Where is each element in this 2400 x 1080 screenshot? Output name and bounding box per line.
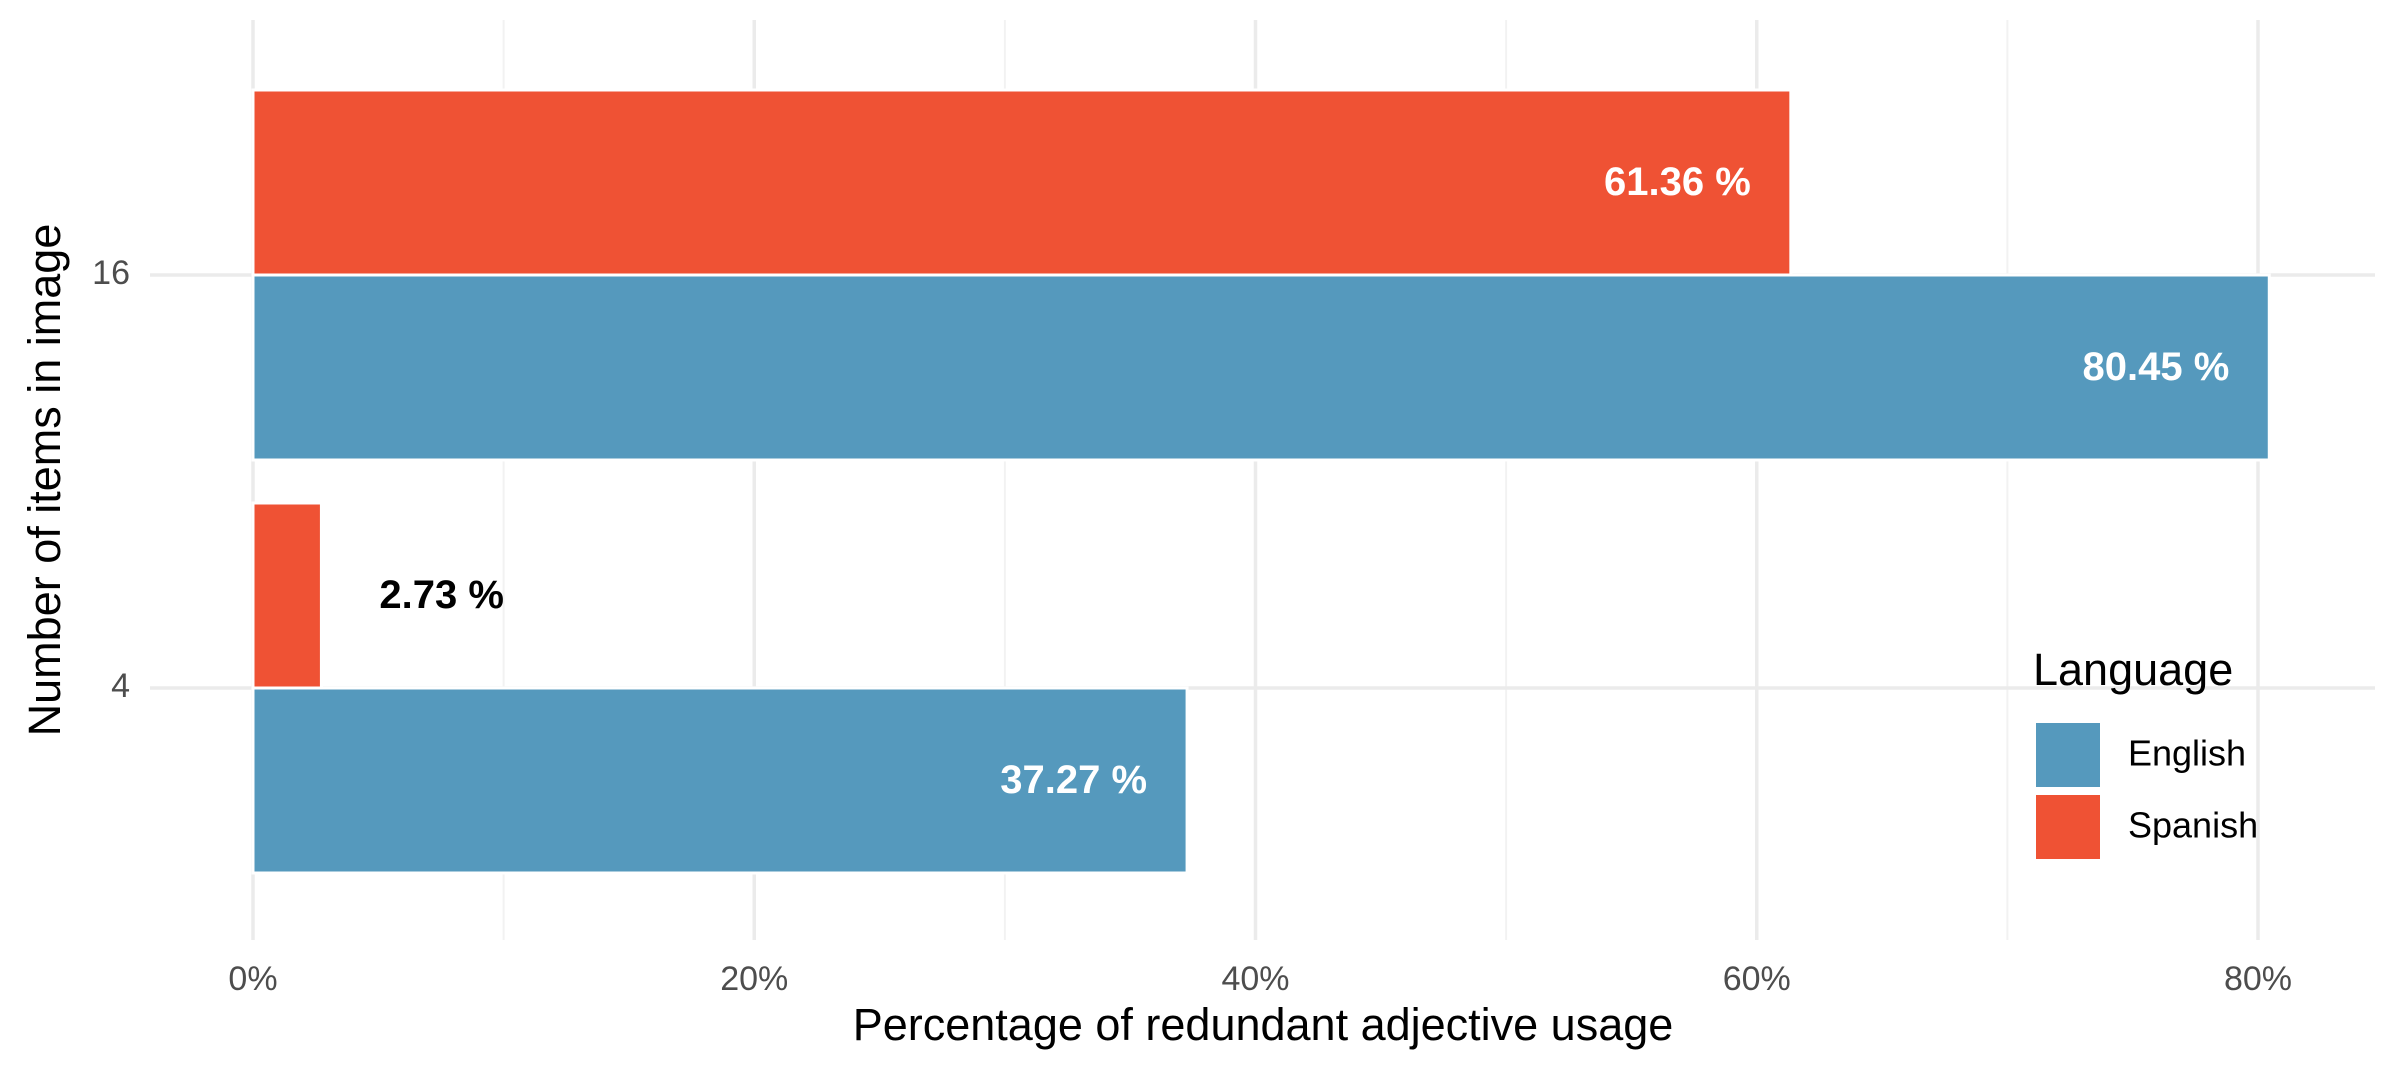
x-axis-title: Percentage of redundant adjective usage — [853, 999, 1674, 1050]
x-tick-label: 80% — [2224, 960, 2292, 998]
legend-swatch-english — [2036, 723, 2100, 787]
legend-label-english: English — [2128, 733, 2246, 774]
data-label-english-4: 37.27 % — [1000, 758, 1147, 802]
legend-swatch-spanish — [2036, 795, 2100, 859]
x-tick-label: 60% — [1723, 960, 1791, 998]
bar-spanish-16 — [251, 88, 1793, 277]
data-label-spanish-16: 61.36 % — [1604, 160, 1751, 204]
legend-title: Language — [2033, 644, 2233, 695]
x-tick-label: 0% — [228, 960, 277, 998]
bar-english-4 — [251, 686, 1189, 875]
y-tick-label-16: 16 — [92, 254, 130, 292]
legend: Language English Spanish — [2033, 644, 2258, 859]
x-tick-label: 40% — [1221, 960, 1289, 998]
y-axis-title: Number of items in image — [19, 224, 70, 737]
data-label-spanish-4: 2.73 % — [379, 573, 504, 617]
bar-spanish-4 — [251, 501, 323, 690]
data-label-english-16: 80.45 % — [2082, 345, 2229, 389]
legend-label-spanish: Spanish — [2128, 805, 2258, 846]
bar-english-16 — [251, 273, 2271, 462]
y-tick-label-4: 4 — [111, 667, 130, 705]
x-tick-label: 20% — [720, 960, 788, 998]
